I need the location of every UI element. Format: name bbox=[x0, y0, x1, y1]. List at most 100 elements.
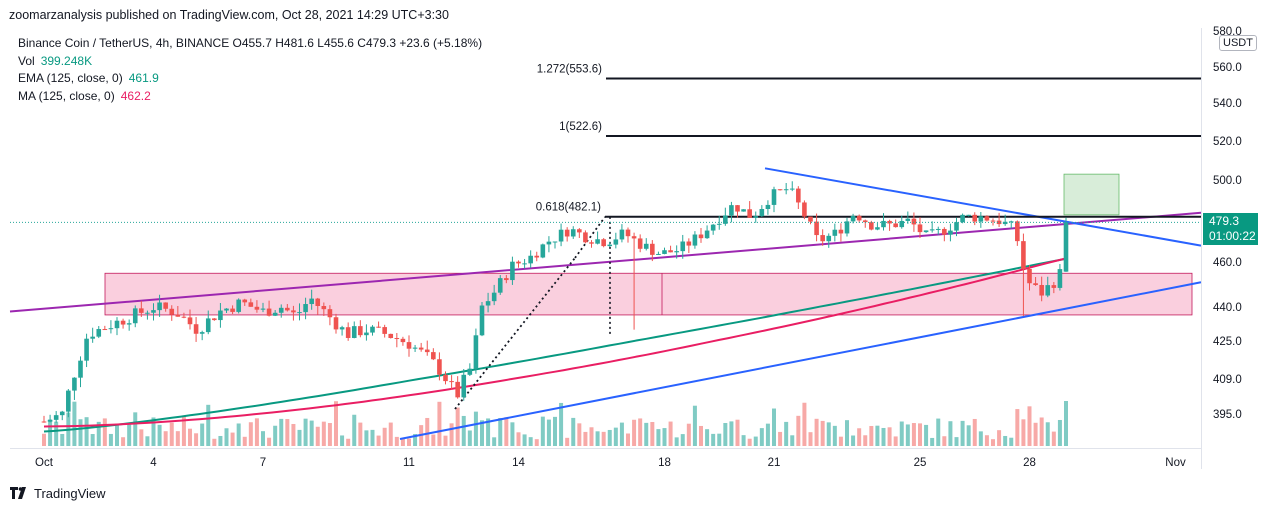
candle-body bbox=[1045, 285, 1051, 296]
fib-level-label: 1(522.6) bbox=[559, 121, 602, 133]
candle-body bbox=[303, 304, 308, 313]
candle-body bbox=[899, 220, 905, 228]
candle-body bbox=[917, 224, 923, 233]
volume-bar bbox=[42, 433, 46, 446]
candle-body bbox=[680, 241, 686, 252]
volume-bar bbox=[163, 431, 168, 446]
volume-bar bbox=[413, 434, 418, 446]
candle-body bbox=[516, 261, 521, 264]
volume-bar bbox=[145, 436, 150, 446]
volume-bar bbox=[267, 437, 272, 446]
candle-body bbox=[601, 239, 606, 247]
candle-body bbox=[96, 329, 102, 337]
candle-body bbox=[783, 189, 789, 191]
volume-bar bbox=[230, 432, 235, 446]
footer-brand: TradingView bbox=[34, 485, 106, 501]
volume-bar bbox=[334, 401, 338, 446]
candle-body bbox=[990, 220, 996, 222]
candle-body bbox=[844, 221, 850, 234]
volume-bar bbox=[911, 423, 916, 446]
candle-body bbox=[558, 229, 564, 242]
candle-body bbox=[53, 415, 59, 420]
candle-body bbox=[729, 205, 734, 216]
candle-body bbox=[431, 352, 436, 360]
candle-body bbox=[66, 390, 71, 412]
fib-level-label: 1.272(553.6) bbox=[537, 64, 602, 76]
volume-bar bbox=[565, 437, 570, 446]
candle-body bbox=[497, 278, 503, 293]
candle-body bbox=[814, 221, 819, 236]
volume-bar bbox=[382, 427, 387, 446]
candle-body bbox=[230, 308, 235, 312]
candle-body bbox=[59, 411, 65, 416]
candle-body bbox=[175, 314, 181, 317]
candle-body bbox=[297, 312, 302, 314]
candle-body bbox=[181, 316, 187, 318]
volume-bar bbox=[881, 427, 886, 446]
candle-body bbox=[808, 216, 813, 222]
candle-body bbox=[126, 323, 132, 325]
candle-body bbox=[613, 239, 619, 245]
volume-bar bbox=[1064, 401, 1068, 446]
volume-bar bbox=[188, 428, 192, 446]
candle-body bbox=[406, 342, 412, 349]
volume-bar bbox=[686, 423, 691, 446]
volume-bar bbox=[863, 435, 868, 446]
volume-bar bbox=[638, 418, 643, 446]
candle-body bbox=[382, 327, 387, 334]
candle-body bbox=[619, 229, 625, 240]
header: zoomarzanalysis published on TradingView… bbox=[0, 0, 1280, 30]
price-tick-label: 560.0 bbox=[1213, 62, 1242, 74]
volume-value: 399.248K bbox=[40, 53, 93, 68]
candle-body bbox=[254, 306, 260, 310]
volume-bar bbox=[607, 429, 612, 446]
volume-bar bbox=[759, 428, 764, 446]
volume-bar bbox=[1027, 406, 1032, 446]
volume-bar bbox=[875, 425, 880, 446]
footer[interactable]: TradingView bbox=[10, 483, 106, 503]
ema-line bbox=[43, 257, 1067, 433]
volume-bar bbox=[127, 424, 132, 446]
falling-resistance-line bbox=[764, 167, 1202, 247]
candle-body bbox=[960, 214, 965, 223]
candle-body bbox=[765, 204, 771, 209]
candle-body bbox=[637, 238, 643, 249]
volume-bar bbox=[595, 431, 600, 446]
volume-bar bbox=[942, 436, 947, 446]
candle-body bbox=[911, 218, 917, 225]
volume-bar bbox=[899, 421, 904, 446]
currency-button[interactable]: USDT bbox=[1219, 35, 1257, 51]
fib-levels: 1.272(553.6) 1(522.6) 0.618(482.1) bbox=[536, 64, 1201, 218]
volume-bar bbox=[151, 417, 156, 446]
volume-bar bbox=[577, 423, 582, 446]
ema-label: EMA (125, close, 0) bbox=[18, 71, 123, 85]
volume-bar bbox=[370, 429, 375, 446]
volume-bar bbox=[407, 438, 411, 446]
volume-bar bbox=[1015, 409, 1020, 446]
volume-bar bbox=[984, 435, 989, 446]
candle-body bbox=[832, 229, 838, 236]
candle-body bbox=[132, 308, 138, 324]
candle-body bbox=[47, 419, 53, 422]
volume-bar bbox=[948, 421, 953, 446]
volume-bar bbox=[504, 417, 509, 446]
volume-bar bbox=[717, 433, 722, 446]
candle-body bbox=[625, 229, 631, 237]
candle-body bbox=[802, 202, 807, 217]
candle-body bbox=[157, 302, 162, 311]
candle-body bbox=[224, 308, 229, 311]
candle-body bbox=[893, 223, 898, 228]
candle-body bbox=[1015, 221, 1020, 242]
volume-bar bbox=[619, 422, 624, 446]
volume-bar bbox=[583, 431, 588, 446]
candle-body bbox=[978, 216, 984, 222]
volume-bar bbox=[729, 421, 734, 446]
ma-line bbox=[43, 257, 1067, 428]
candle-body bbox=[923, 230, 929, 233]
target-box bbox=[1063, 173, 1120, 216]
volume-bar bbox=[723, 422, 728, 446]
volume-bar bbox=[492, 437, 497, 446]
candle-body bbox=[1063, 222, 1069, 272]
volume-bar bbox=[291, 423, 296, 446]
